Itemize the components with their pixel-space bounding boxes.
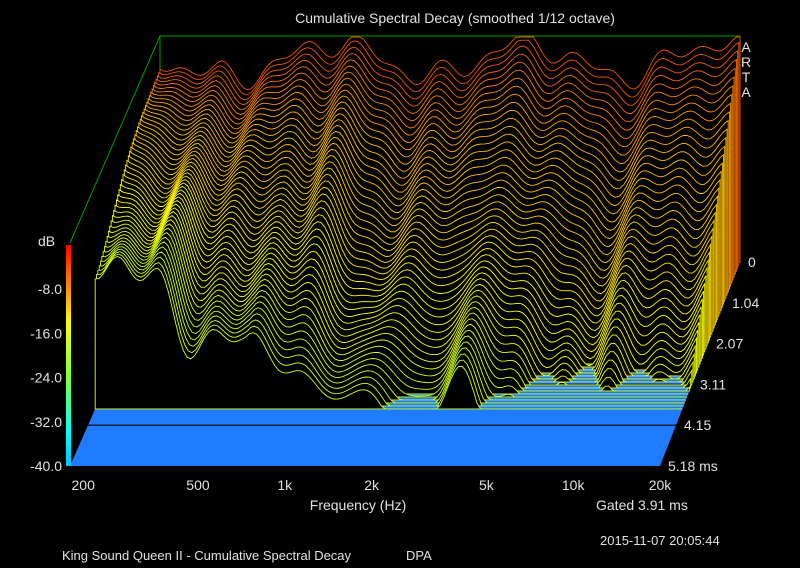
z-tick-label: -24.0 — [30, 370, 62, 386]
x-tick-label: 500 — [186, 477, 210, 493]
z-tick-label: -32.0 — [30, 414, 62, 430]
time-tick-label: 2.07 — [716, 336, 743, 352]
z-tick-label: -40.0 — [30, 458, 62, 474]
z-tick-label: -16.0 — [30, 325, 62, 341]
mic-label: DPA — [406, 548, 432, 563]
watermark-letter: A — [741, 84, 751, 100]
colorbar — [66, 245, 71, 466]
x-tick-label: 10k — [562, 477, 586, 493]
z-axis-labels: -8.0 -16.0 -24.0 -32.0 -40.0 — [30, 281, 62, 474]
time-tick-label: 4.15 — [684, 417, 711, 433]
time-tick-label: 5.18 ms — [668, 458, 718, 474]
frequency-axis-labels: 200 500 1k 2k 5k 10k 20k — [72, 477, 673, 493]
decay-slice — [94, 256, 683, 410]
time-axis-labels: 0 1.04 2.07 3.11 4.15 5.18 ms — [668, 254, 759, 474]
time-tick-label: 3.11 — [700, 376, 726, 392]
timestamp: 2015-11-07 20:05:44 — [600, 533, 720, 548]
footer-caption: King Sound Queen II - Cumulative Spectra… — [62, 548, 352, 563]
x-tick-label: 200 — [72, 477, 96, 493]
x-axis-title: Frequency (Hz) — [310, 497, 406, 513]
x-tick-label: 20k — [649, 477, 673, 493]
time-tick-label: 1.04 — [732, 295, 759, 311]
decay-slices — [94, 36, 741, 410]
z-tick-label: -8.0 — [38, 281, 62, 297]
chart-title: Cumulative Spectral Decay (smoothed 1/12… — [295, 10, 615, 26]
x-tick-label: 5k — [479, 477, 495, 493]
time-tick-label: 0 — [748, 254, 756, 270]
z-axis-title: dB — [38, 233, 55, 249]
x-tick-label: 2k — [364, 477, 380, 493]
watermark-letter: R — [741, 54, 751, 70]
x-tick-label: 1k — [277, 477, 293, 493]
watermark-letter: T — [742, 69, 751, 85]
gated-label: Gated 3.91 ms — [596, 497, 688, 513]
watermark-letter: A — [741, 39, 751, 55]
